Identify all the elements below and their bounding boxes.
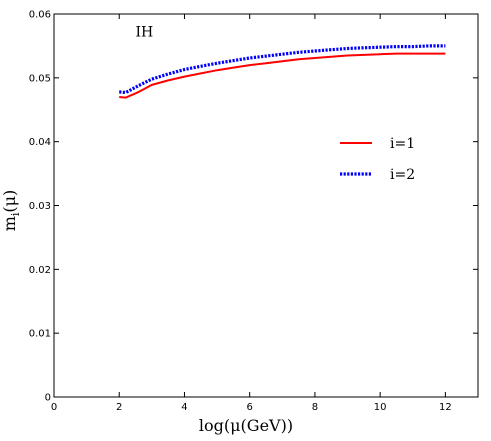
x-tick-label: 2 bbox=[116, 402, 122, 413]
y-tick-label: 0.01 bbox=[29, 329, 51, 340]
y-axis-label: mi(μ) bbox=[0, 190, 22, 232]
y-axis-label-subscript: i bbox=[9, 212, 22, 216]
plot-frame-layer bbox=[53, 13, 479, 398]
legend-label-2: i=2 bbox=[390, 167, 415, 183]
x-tick-label: 10 bbox=[374, 402, 387, 413]
x-tick-label: 8 bbox=[312, 402, 318, 413]
x-axis-label: log(μ(GeV)) bbox=[199, 416, 293, 435]
y-tick-label: 0.03 bbox=[29, 201, 51, 212]
y-tick-label: 0 bbox=[45, 393, 51, 404]
label-layer: IH log(μ(GeV)) mi(μ) bbox=[0, 24, 293, 435]
series-line-2 bbox=[119, 44, 446, 95]
x-tick-label: 0 bbox=[51, 402, 57, 413]
y-tick-label: 0.02 bbox=[29, 265, 51, 276]
y-tick-label: 0.04 bbox=[29, 137, 51, 148]
series-line-1 bbox=[119, 52, 446, 99]
legend-label-1: i=1 bbox=[390, 136, 415, 152]
series-layer bbox=[119, 44, 446, 99]
x-tick-label: 12 bbox=[439, 402, 452, 413]
annotation-label: IH bbox=[136, 24, 154, 40]
x-tick-label: 4 bbox=[181, 402, 187, 413]
y-tick-label: 0.05 bbox=[29, 73, 51, 84]
plot-frame bbox=[53, 13, 479, 398]
y-tick-label: 0.06 bbox=[29, 10, 51, 21]
x-tick-label: 6 bbox=[247, 402, 253, 413]
y-axis-label-main: m bbox=[0, 216, 19, 231]
legend-layer: i=1 i=2 bbox=[340, 136, 415, 183]
y-axis-label-tail: (μ) bbox=[0, 190, 19, 213]
tick-layer: 0 2 4 6 8 10 12 0 0.01 0.02 0.03 0.04 0.05 0.06 bbox=[29, 10, 478, 413]
